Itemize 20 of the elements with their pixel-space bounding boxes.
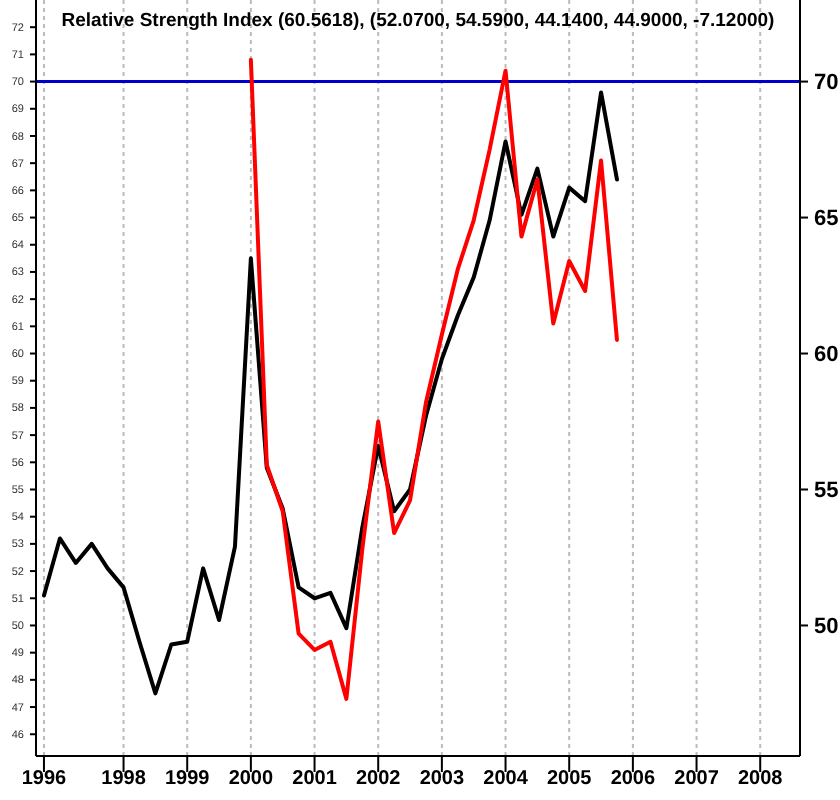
y2-tick-label: 70 <box>814 70 839 95</box>
x-tick-label: 2005 <box>546 768 593 790</box>
x-tick-label: 2007 <box>674 768 720 790</box>
line-series <box>248 57 619 701</box>
x-tick-label: 2008 <box>737 768 784 790</box>
y2-tick-label: 65 <box>814 206 839 231</box>
line-series <box>41 90 619 696</box>
x-tick-label: 2003 <box>419 768 465 790</box>
y2-tick-label: 50 <box>814 614 839 639</box>
x-tick-label: 2001 <box>292 768 338 790</box>
text: Relative Strength Index (60.5618), (52.0700, 54.5900, 44.1400, 44.9000, -7.12000) <box>61 10 775 32</box>
x-tick-label: 2002 <box>355 768 402 790</box>
x-tick-label: 1998 <box>101 768 147 790</box>
x-tick-label: 2000 <box>228 768 274 790</box>
y2-tick-label: 60 <box>814 342 839 367</box>
x-tick-label: 2004 <box>483 768 529 790</box>
x-tick-label: 1996 <box>21 768 68 790</box>
x-tick-label: 1999 <box>164 768 211 790</box>
y2-tick-label: 55 <box>814 478 839 503</box>
x-tick-label: 2006 <box>610 768 656 790</box>
